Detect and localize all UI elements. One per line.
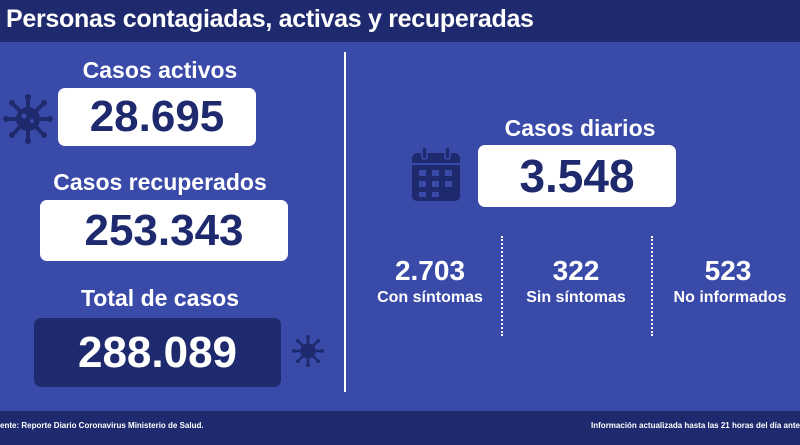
virus-icon: [292, 335, 324, 367]
total-cases-value: 288.089: [34, 318, 281, 387]
virus-icon: [3, 94, 53, 144]
daily-cases-value: 3.548: [478, 145, 676, 207]
recovered-cases-value: 253.343: [40, 200, 288, 261]
active-cases-value: 28.695: [58, 88, 256, 146]
without-symptoms-label: Sin síntomas: [526, 289, 626, 306]
with-symptoms-value: 2.703: [394, 255, 466, 286]
daily-cases-label: Casos diarios: [504, 115, 656, 141]
not-reported-value: 523: [704, 255, 752, 286]
active-cases-label: Casos activos: [82, 57, 238, 83]
total-cases-label: Total de casos: [80, 285, 240, 311]
not-reported-label: No informados: [673, 289, 787, 306]
update-note: Información actualizada hasta las 21 hor…: [591, 421, 800, 430]
without-symptoms-value: 322: [552, 255, 600, 286]
source-note: ente: Reporte Diario Coronavirus Ministe…: [0, 421, 204, 430]
header-bar: Personas contagiadas, activas y recupera…: [0, 0, 800, 42]
with-symptoms-label: Con síntomas: [377, 289, 483, 306]
breakdown-divider: [501, 236, 503, 336]
footer-bar: ente: Reporte Diario Coronavirus Ministe…: [0, 411, 800, 445]
page-title: Personas contagiadas, activas y recupera…: [6, 5, 534, 33]
breakdown-divider: [651, 236, 653, 336]
recovered-cases-label: Casos recuperados: [53, 169, 267, 195]
calendar-icon: [412, 146, 460, 201]
column-divider: [344, 52, 346, 392]
